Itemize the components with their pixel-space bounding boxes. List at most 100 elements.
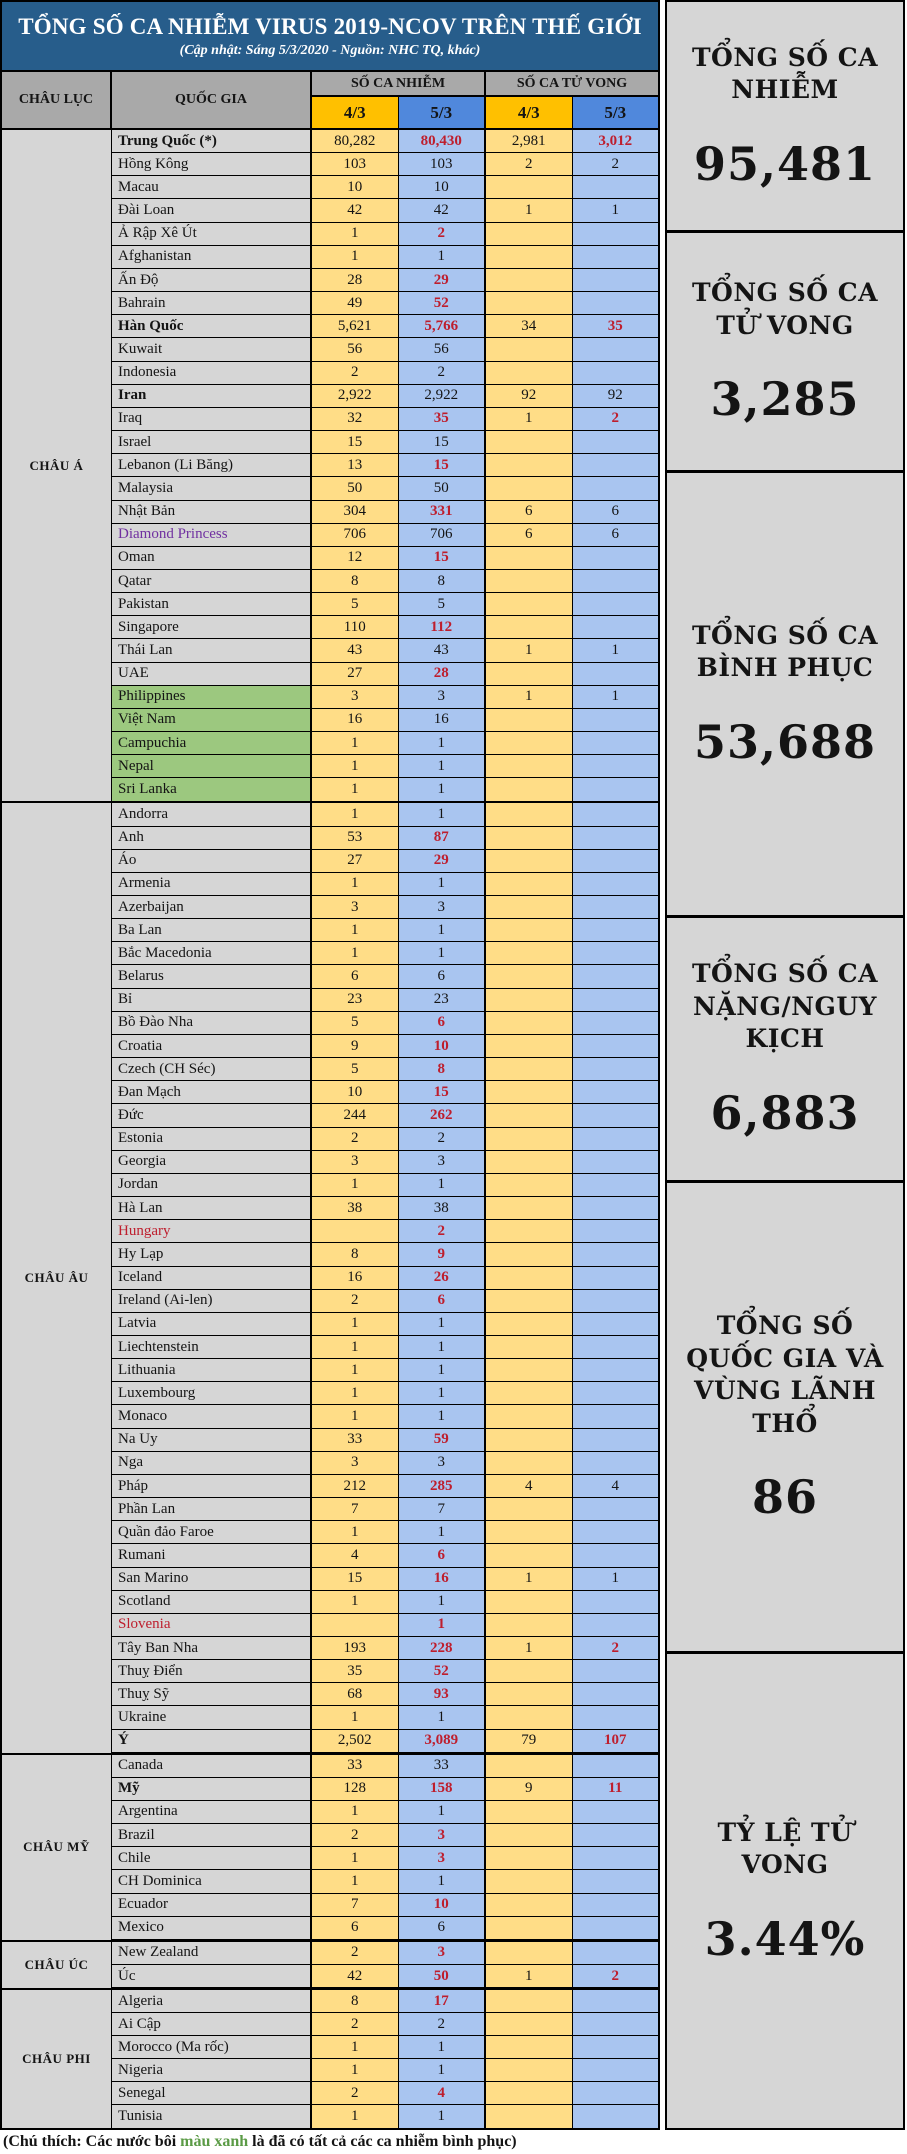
deaths-5-3: 4: [572, 1474, 658, 1499]
deaths-4-3: 1: [486, 407, 573, 432]
cases-4-3: 27: [312, 662, 399, 686]
deaths-4-3: [486, 708, 573, 733]
cases-4-3: 1: [312, 2105, 399, 2128]
cases-5-3: 5,766: [398, 315, 486, 339]
continent-group: CHÂU ÚC New Zealand 2 3 Úc 42 50 1 2: [2, 1939, 658, 1989]
country-name: Ecuador: [112, 1893, 312, 1917]
cases-5-3: 3: [398, 1150, 486, 1174]
table-row: Tây Ban Nha 193 228 1 2: [112, 1637, 658, 1661]
continent-group: CHÂU ÂU Andorra 1 1 Anh 53 87 Áo 27 29 Armenia 1 1 Az…: [2, 801, 658, 1753]
deaths-4-3: [486, 919, 573, 943]
deaths-4-3: [486, 662, 573, 686]
cases-5-3: 5: [398, 593, 486, 617]
deaths-4-3: [486, 1428, 573, 1452]
cases-5-3: 28: [398, 662, 486, 686]
country-name: Mỹ: [112, 1777, 312, 1801]
deaths-4-3: [486, 1613, 573, 1638]
table-row: Iraq 32 35 1 2: [112, 407, 658, 432]
deaths-4-3: [486, 1197, 573, 1221]
deaths-5-3: [572, 569, 658, 594]
cases-5-3: 1: [398, 1800, 486, 1825]
table-row: Bắc Macedonia 1 1: [112, 942, 658, 966]
deaths-5-3: [572, 1127, 658, 1151]
cases-4-3: 1: [312, 732, 399, 756]
deaths-4-3: 1: [486, 1637, 573, 1661]
deaths-5-3: 11: [572, 1777, 658, 1801]
deaths-4-3: [486, 1683, 573, 1707]
country-name: Argentina: [112, 1800, 312, 1825]
country-name: Luxembourg: [112, 1382, 312, 1406]
cases-4-3: [312, 1220, 399, 1244]
deaths-5-3: [572, 942, 658, 966]
cases-4-3: 1: [312, 803, 399, 827]
table-row: Brazil 2 3: [112, 1824, 658, 1848]
cases-5-3: 16: [398, 1567, 486, 1591]
col-header-country: QUỐC GIA: [112, 72, 312, 128]
deaths-4-3: [486, 2013, 573, 2037]
cases-5-3: 50: [398, 1964, 486, 1989]
country-name: Na Uy: [112, 1428, 312, 1452]
col-header-continent: CHÂU LỤC: [2, 72, 112, 128]
table-row: Rumani 4 6: [112, 1544, 658, 1568]
cases-5-3: 706: [398, 523, 486, 547]
deaths-5-3: [572, 1359, 658, 1383]
table-row: Ba Lan 1 1: [112, 919, 658, 943]
table-row: Hàn Quốc 5,621 5,766 34 35: [112, 315, 658, 339]
country-name: Hungary: [112, 1220, 312, 1244]
country-name: Georgia: [112, 1150, 312, 1174]
cases-4-3: 1: [312, 1847, 399, 1871]
table-row: Lithuania 1 1: [112, 1359, 658, 1383]
cases-4-3: 2: [312, 2082, 399, 2106]
cases-4-3: 1: [312, 1706, 399, 1730]
cases-5-3: 10: [398, 1034, 486, 1059]
cases-5-3: 15: [398, 454, 486, 478]
table-row: Bahrain 49 52: [112, 292, 658, 316]
deaths-5-3: [572, 1382, 658, 1406]
cases-4-3: 1: [312, 1870, 399, 1894]
deaths-5-3: [572, 1521, 658, 1545]
deaths-5-3: [572, 176, 658, 200]
deaths-5-3: 1: [572, 1567, 658, 1591]
cases-4-3: 42: [312, 199, 399, 223]
deaths-4-3: [486, 292, 573, 316]
cases-5-3: 6: [398, 965, 486, 989]
deaths-5-3: [572, 849, 658, 873]
cases-4-3: 49: [312, 292, 399, 316]
deaths-5-3: [572, 616, 658, 640]
country-name: Iraq: [112, 407, 312, 432]
cases-4-3: 1: [312, 1173, 399, 1198]
cases-4-3: 10: [312, 176, 399, 200]
table-row: Iran 2,922 2,922 92 92: [112, 384, 658, 408]
deaths-5-3: [572, 454, 658, 478]
col-header-deaths: SỐ CA TỬ VONG: [486, 72, 658, 97]
deaths-5-3: [572, 222, 658, 246]
continent-rows: Canada 33 33 Mỹ 128 158 9 11 Argentina 1 1 Brazil 2 3…: [112, 1754, 658, 1940]
deaths-5-3: 2: [572, 1964, 658, 1989]
deaths-4-3: 34: [486, 315, 573, 339]
cases-4-3: 244: [312, 1104, 399, 1128]
cases-4-3: 193: [312, 1637, 399, 1661]
cases-4-3: 5: [312, 593, 399, 617]
cases-5-3: 9: [398, 1243, 486, 1267]
cases-4-3: 1: [312, 1800, 399, 1825]
table-row: Azerbaijan 3 3: [112, 896, 658, 920]
country-name: Lithuania: [112, 1359, 312, 1383]
deaths-4-3: [486, 1127, 573, 1151]
country-name: Qatar: [112, 569, 312, 594]
cases-5-3: 1: [398, 1521, 486, 1545]
deaths-4-3: [486, 803, 573, 827]
cases-5-3: 2: [398, 1220, 486, 1244]
deaths-5-3: [572, 1613, 658, 1638]
table-row: Argentina 1 1: [112, 1800, 658, 1825]
deaths-5-3: [572, 1335, 658, 1360]
cases-4-3: 110: [312, 616, 399, 640]
continent-label: CHÂU ÂU: [2, 803, 112, 1753]
deaths-5-3: [572, 1243, 658, 1267]
country-name: Slovenia: [112, 1613, 312, 1638]
deaths-5-3: [572, 896, 658, 920]
deaths-5-3: [572, 919, 658, 943]
deaths-4-3: [486, 1824, 573, 1848]
continent-group: CHÂU PHI Algeria 8 17 Ai Cập 2 2 Morocco (Ma rố…: [2, 1988, 658, 2128]
continent-label: CHÂU MỸ: [2, 1754, 112, 1940]
summary-card: TỔNG SỐ CA NẶNG/NGUY KỊCH 6,883: [667, 915, 903, 1180]
